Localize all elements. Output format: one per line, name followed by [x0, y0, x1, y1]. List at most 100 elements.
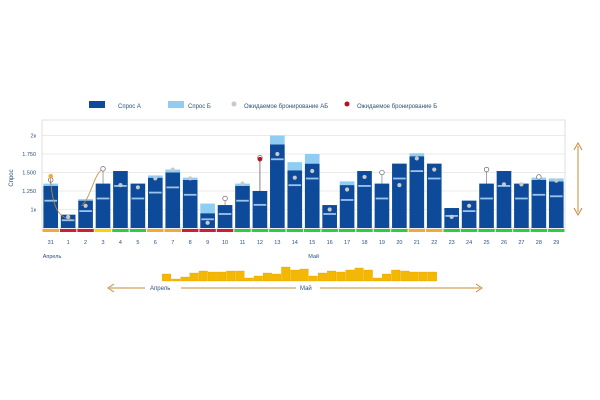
- legend-marker-expected-b[interactable]: [344, 101, 350, 107]
- bar-stripe: [183, 193, 197, 196]
- bar-series-a[interactable]: [514, 183, 529, 228]
- bar-series-a[interactable]: [252, 191, 268, 228]
- bar-series-a[interactable]: [479, 183, 494, 228]
- navigator-bar: [354, 267, 364, 282]
- bar-series-a[interactable]: [392, 163, 407, 228]
- y-axis-label: Спрос: [9, 169, 15, 186]
- navigator-range-arrow[interactable]: Апрель Май: [107, 283, 483, 293]
- x-tick-label: 26: [501, 240, 507, 246]
- status-cell: [495, 229, 513, 232]
- marker-expected-ab[interactable]: [327, 207, 332, 212]
- bar-series-a[interactable]: [78, 200, 93, 228]
- navigator-bar: [363, 269, 373, 282]
- x-tick-label: 1: [67, 240, 70, 246]
- vertical-range-handle[interactable]: [573, 141, 583, 217]
- bar-series-a[interactable]: [165, 172, 181, 229]
- navigator-strip[interactable]: [162, 266, 437, 282]
- status-cell: [199, 229, 216, 232]
- marker-expected-ab[interactable]: [310, 168, 315, 174]
- marker-expected-ab[interactable]: [135, 185, 140, 190]
- status-cell: [530, 229, 548, 232]
- marker-expected-ab[interactable]: [467, 203, 472, 208]
- bar-series-a[interactable]: [217, 205, 233, 228]
- bar-series-a[interactable]: [95, 183, 111, 228]
- bar-series-a[interactable]: [548, 181, 564, 228]
- bar-stripe: [44, 199, 58, 202]
- marker-expected-ab[interactable]: [205, 220, 210, 225]
- bar-series-b[interactable]: [270, 135, 285, 145]
- bar-series-a[interactable]: [113, 171, 128, 228]
- bar-series-a[interactable]: [182, 179, 198, 228]
- x-tick-label: 12: [257, 240, 263, 246]
- bar-series-a[interactable]: [304, 163, 320, 228]
- marker-expected-ab[interactable]: [519, 182, 524, 187]
- marker-expected-ab[interactable]: [100, 166, 106, 172]
- bar-series-a[interactable]: [374, 183, 390, 228]
- legend-label-expected-ab[interactable]: Ожидаемое бронирование АБ: [244, 104, 328, 110]
- marker-expected-ab[interactable]: [449, 214, 454, 219]
- marker-expected-ab[interactable]: [397, 182, 402, 188]
- navigator-bar: [327, 270, 337, 282]
- bar-series-a[interactable]: [60, 214, 76, 228]
- legend-label-series-b[interactable]: Спрос Б: [188, 104, 211, 110]
- bar-series-a[interactable]: [357, 171, 372, 228]
- bar-stripe: [427, 177, 441, 180]
- bar-series-a[interactable]: [235, 185, 250, 228]
- bar-stripe: [515, 197, 528, 200]
- bar-series-a[interactable]: [461, 200, 477, 228]
- marker-expected-ab[interactable]: [83, 203, 88, 208]
- legend-label-series-a[interactable]: Спрос А: [118, 104, 141, 110]
- bar-series-b[interactable]: [339, 181, 355, 186]
- marker-expected-ab[interactable]: [222, 195, 228, 202]
- marker-expected-ab[interactable]: [275, 151, 280, 157]
- x-tick-label: 7: [171, 240, 174, 246]
- bar-series-a[interactable]: [339, 185, 355, 228]
- navigator-bar: [336, 271, 346, 282]
- bar-series-b[interactable]: [409, 153, 425, 157]
- marker-expected-ab[interactable]: [153, 176, 158, 181]
- marker-expected-b[interactable]: [48, 173, 54, 179]
- marker-expected-ab[interactable]: [379, 169, 385, 176]
- marker-expected-ab[interactable]: [536, 174, 542, 180]
- bar-series-a[interactable]: [200, 213, 215, 228]
- bar-series-a[interactable]: [409, 156, 425, 228]
- marker-expected-ab[interactable]: [344, 187, 350, 192]
- marker-expected-ab[interactable]: [66, 214, 71, 219]
- marker-expected-ab[interactable]: [292, 175, 297, 180]
- marker-expected-ab[interactable]: [240, 181, 245, 186]
- marker-expected-ab[interactable]: [414, 156, 419, 161]
- bar-stripe: [323, 213, 336, 215]
- bar-series-b[interactable]: [287, 162, 303, 171]
- marker-expected-ab[interactable]: [170, 167, 175, 172]
- legend-swatch-series-b[interactable]: [168, 101, 184, 108]
- marker-expected-ab[interactable]: [362, 174, 367, 180]
- marker-expected-b[interactable]: [257, 156, 263, 162]
- bar-stripe: [166, 186, 180, 189]
- bar-series-a[interactable]: [531, 179, 547, 228]
- status-cell: [304, 229, 321, 232]
- marker-expected-ab[interactable]: [554, 178, 559, 183]
- navigator-bar: [281, 266, 291, 282]
- bar-series-a[interactable]: [426, 163, 442, 228]
- marker-expected-ab[interactable]: [118, 182, 123, 188]
- marker-expected-ab[interactable]: [188, 176, 193, 181]
- marker-expected-ab[interactable]: [501, 182, 507, 187]
- marker-expected-ab[interactable]: [432, 167, 437, 172]
- legend-swatch-series-a[interactable]: [89, 101, 105, 108]
- bar-series-a[interactable]: [270, 144, 285, 228]
- marker-expected-ab[interactable]: [483, 166, 490, 173]
- navigator-month-april: Апрель: [150, 286, 170, 292]
- bar-series-a[interactable]: [322, 205, 337, 228]
- bar-stripe: [148, 191, 162, 194]
- bar-series-a[interactable]: [147, 177, 163, 228]
- legend-marker-expected-ab[interactable]: [231, 101, 237, 107]
- bar-series-b[interactable]: [200, 203, 215, 214]
- legend-label-expected-b[interactable]: Ожидаемое бронирование Б: [357, 104, 437, 110]
- bar-series-a[interactable]: [130, 183, 146, 228]
- bar-series-b[interactable]: [304, 154, 320, 164]
- x-tick-label: 29: [553, 240, 559, 246]
- y-tick-label: 1.500: [22, 171, 36, 177]
- bar-series-a[interactable]: [496, 171, 512, 228]
- bar-series-a[interactable]: [43, 185, 59, 228]
- navigator-bar: [253, 275, 263, 282]
